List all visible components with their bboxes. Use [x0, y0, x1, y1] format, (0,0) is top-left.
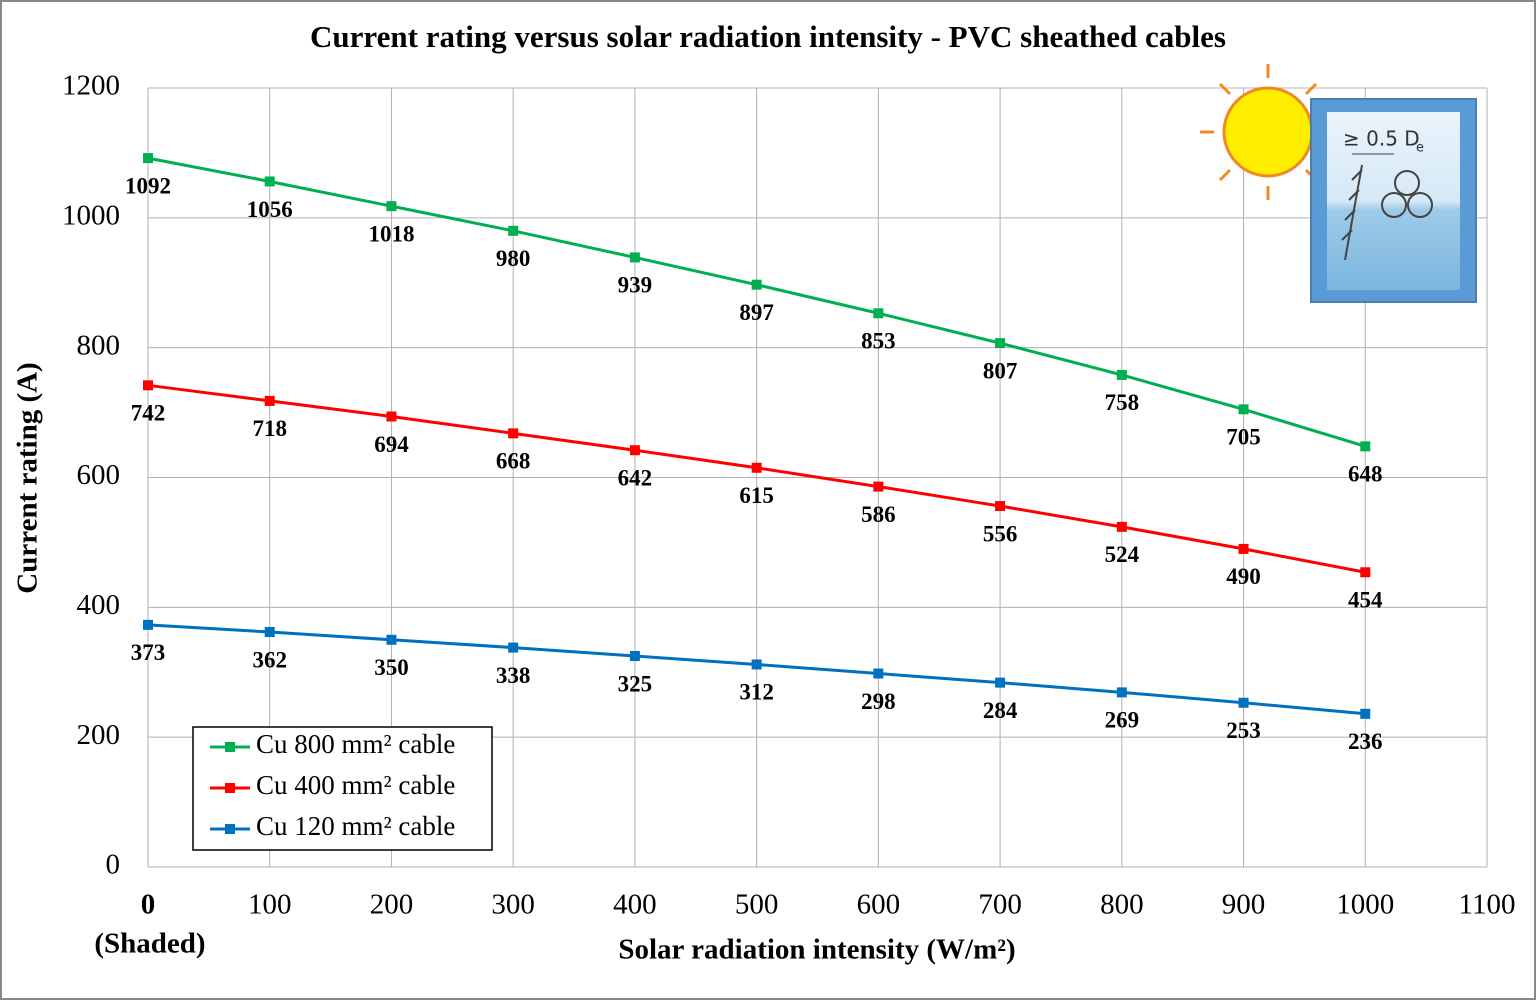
x-tick-label: 800: [1100, 889, 1144, 921]
data-label: 312: [739, 680, 774, 705]
marker: [386, 201, 397, 212]
marker: [1360, 441, 1371, 452]
data-label: 939: [618, 273, 653, 298]
y-tick-label: 1200: [62, 70, 120, 102]
marker: [751, 659, 762, 670]
marker: [995, 501, 1006, 512]
marker: [1116, 687, 1127, 698]
x-tick-label: 1000: [1336, 889, 1394, 921]
marker: [264, 395, 275, 406]
marker: [751, 462, 762, 473]
marker: [1360, 708, 1371, 719]
data-label: 648: [1348, 462, 1383, 487]
data-label: 373: [131, 640, 166, 665]
marker: [873, 308, 884, 319]
chart-title: Current rating versus solar radiation in…: [310, 19, 1226, 54]
marker: [143, 380, 153, 391]
legend-marker: [225, 783, 235, 793]
x-tick-label: 200: [370, 889, 414, 921]
y-tick-label: 1000: [62, 199, 120, 231]
x-tick-label: 500: [735, 889, 779, 921]
marker: [1360, 567, 1371, 578]
data-label: 1056: [247, 197, 293, 222]
x-tick-label: 900: [1222, 889, 1266, 921]
marker: [1238, 543, 1249, 554]
data-label: 642: [618, 466, 653, 491]
icon-subscript: e: [1416, 141, 1424, 156]
marker: [629, 651, 640, 662]
data-label: 980: [496, 246, 531, 271]
marker: [508, 225, 519, 236]
y-tick-label: 200: [77, 719, 121, 751]
data-label: 454: [1348, 588, 1383, 613]
data-label: 758: [1105, 390, 1140, 415]
marker: [1116, 521, 1127, 532]
x-tick-label: 1100: [1459, 889, 1516, 921]
legend-label: Cu 400 mm² cable: [256, 770, 455, 800]
x-tick-label: 400: [613, 889, 657, 921]
marker: [995, 338, 1006, 349]
data-label: 350: [374, 655, 409, 680]
x-tick-label: 600: [857, 889, 901, 921]
marker: [386, 634, 397, 645]
x-tick-label: 0: [141, 889, 156, 921]
y-axis-label: Current rating (A): [12, 362, 44, 593]
data-label: 1092: [125, 173, 171, 198]
data-label: 705: [1226, 425, 1261, 450]
data-label: 807: [983, 358, 1018, 383]
x-tick-label: 700: [978, 889, 1022, 921]
y-tick-label: 600: [77, 459, 121, 491]
icon: ≥ 0.5 D e: [1200, 64, 1477, 303]
data-label: 694: [374, 432, 409, 457]
marker: [629, 252, 640, 263]
marker: [873, 668, 884, 679]
data-label: 524: [1105, 542, 1140, 567]
data-label: 490: [1226, 564, 1261, 589]
marker: [143, 619, 153, 630]
marker: [264, 176, 275, 187]
marker: [1238, 404, 1249, 415]
data-label: 325: [618, 671, 653, 696]
data-label: 586: [861, 502, 896, 527]
x-tick-label: 300: [491, 889, 535, 921]
data-label: 338: [496, 663, 531, 688]
marker: [143, 153, 153, 164]
x-annotation: (Shaded): [94, 928, 205, 960]
data-label: 269: [1105, 708, 1140, 733]
marker: [751, 279, 762, 290]
marker: [264, 627, 275, 638]
legend-label: Cu 120 mm² cable: [256, 811, 455, 841]
data-label: 853: [861, 329, 896, 354]
data-label: 253: [1226, 718, 1261, 743]
marker: [629, 445, 640, 456]
marker: [508, 428, 519, 439]
data-label: 556: [983, 521, 1018, 546]
marker: [386, 411, 397, 422]
data-label: 615: [739, 483, 774, 508]
data-label: 1018: [368, 221, 414, 246]
marker: [1238, 697, 1249, 708]
data-label: 718: [252, 416, 287, 441]
data-label: 897: [739, 300, 774, 325]
data-label: 742: [131, 401, 166, 426]
y-tick-label: 0: [106, 849, 121, 881]
data-label: 236: [1348, 729, 1383, 754]
marker: [873, 481, 884, 492]
data-label: 362: [252, 647, 287, 672]
y-tick-label: 800: [77, 329, 121, 361]
x-tick-label: 100: [248, 889, 292, 921]
y-tick-label: 400: [77, 589, 121, 621]
legend-label: Cu 800 mm² cable: [256, 729, 455, 759]
marker: [508, 642, 519, 653]
marker: [1116, 369, 1127, 380]
icon-text: ≥ 0.5 D: [1343, 127, 1420, 151]
marker: [995, 677, 1006, 688]
data-label: 668: [496, 449, 531, 474]
x-axis-label: Solar radiation intensity (W/m²): [618, 934, 1015, 966]
legend-marker: [225, 742, 235, 752]
data-label: 284: [983, 698, 1018, 723]
data-label: 298: [861, 689, 896, 714]
legend-marker: [225, 824, 235, 834]
